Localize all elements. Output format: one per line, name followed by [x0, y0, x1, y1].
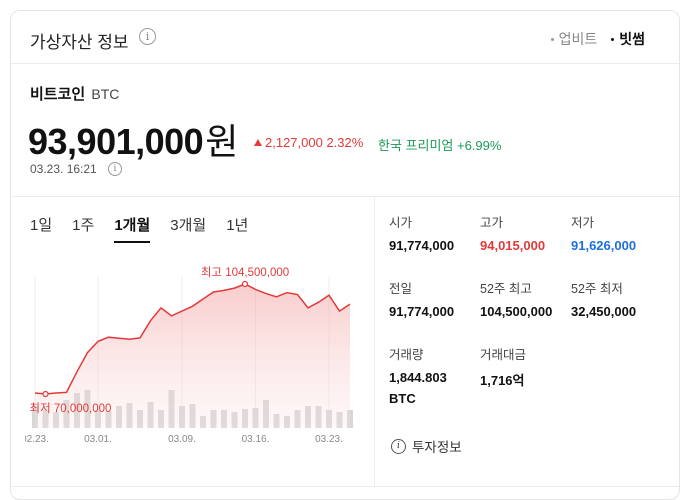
- coin-name-text: 비트코인: [30, 86, 86, 103]
- stat-low: 저가 91,626,000: [571, 212, 661, 253]
- stat-value: 32,450,000: [571, 304, 637, 319]
- tab-label: 빗썸: [619, 31, 645, 47]
- stat-prev-close: 전일 91,774,000: [389, 278, 479, 319]
- stat-label: 전일: [389, 282, 413, 296]
- stat-unit: BTC: [389, 391, 416, 406]
- price-change: 2,127,000 2.32%: [254, 135, 363, 150]
- tab-label: 업비트: [558, 31, 598, 47]
- stat-label: 저가: [571, 216, 595, 230]
- stat-value: 94,015,000: [480, 238, 546, 253]
- stat-value: 91,774,000: [389, 238, 455, 253]
- card-title: 가상자산 정보: [30, 33, 129, 52]
- stat-value: 91,774,000: [389, 304, 455, 319]
- stat-value: 1,716억: [480, 373, 525, 388]
- invest-link-label: 투자정보: [412, 440, 462, 455]
- stat-high: 고가 94,015,000: [480, 212, 570, 253]
- stat-trade-amount: 거래대금 1,716억: [480, 344, 570, 389]
- price-unit: 원: [205, 121, 238, 162]
- divider: [11, 486, 679, 487]
- x-tick-label: 03.16.: [242, 434, 270, 445]
- info-icon: i: [391, 438, 406, 454]
- bullet-icon: [550, 37, 554, 41]
- price-timestamp: 03.23. 16:21: [30, 162, 97, 176]
- divider: [11, 196, 679, 197]
- coin-symbol: BTC: [91, 86, 120, 102]
- tab-1m[interactable]: 1개월: [114, 214, 151, 243]
- tab-3m[interactable]: 3개월: [170, 217, 207, 234]
- tab-1d[interactable]: 1일: [30, 217, 53, 234]
- price-line: [34, 283, 351, 395]
- bullet-icon: [611, 37, 615, 41]
- info-icon[interactable]: i: [139, 28, 156, 45]
- period-tabs: 1일 1주 1개월 3개월 1년: [30, 214, 268, 243]
- stat-52w-high: 52주 최고 104,500,000: [480, 278, 570, 319]
- stat-label: 시가: [389, 216, 413, 230]
- price-chart[interactable]: 최고 104,500,000 최저 70,000,000 02.23. 03.01. 0…: [25, 261, 365, 456]
- stat-value: 104,500,000: [480, 304, 553, 319]
- card-header: 가상자산 정보 i 업비트 빗썸: [11, 11, 679, 64]
- stat-volume: 거래량 1,844.803 BTC: [389, 344, 479, 406]
- min-price-label: 최저 70,000,000: [30, 402, 112, 415]
- stat-label: 52주 최고: [480, 282, 532, 296]
- x-tick-label: 03.23.: [315, 434, 343, 445]
- kimchi-premium: 한국 프리미엄 +6.99%: [378, 138, 502, 153]
- current-price: 93,901,000원: [28, 113, 238, 165]
- x-tick-label: 03.09.: [168, 434, 196, 445]
- price-value: 93,901,000: [28, 121, 204, 162]
- price-area: [35, 284, 350, 428]
- min-marker: [42, 390, 49, 398]
- info-icon[interactable]: i: [108, 162, 122, 176]
- tab-1y[interactable]: 1년: [226, 217, 249, 234]
- stat-open: 시가 91,774,000: [389, 212, 479, 253]
- tab-bithumb[interactable]: 빗썸: [611, 29, 645, 49]
- stat-value: 91,626,000: [571, 238, 637, 253]
- max-marker: [241, 280, 249, 288]
- exchange-tabs: 업비트 빗썸: [550, 29, 645, 49]
- x-tick-label: 02.23.: [25, 434, 49, 445]
- stat-52w-low: 52주 최저 32,450,000: [571, 278, 661, 319]
- tab-1w[interactable]: 1주: [72, 217, 95, 234]
- stat-label: 거래량: [389, 348, 424, 362]
- crypto-info-card: 가상자산 정보 i 업비트 빗썸 비트코인 BTC 93,901,000원 2,…: [10, 10, 680, 500]
- up-triangle-icon: [254, 139, 262, 146]
- max-price-label: 최고 104,500,000: [201, 266, 289, 279]
- tab-upbit[interactable]: 업비트: [550, 29, 598, 49]
- coin-name: 비트코인 BTC: [30, 83, 119, 104]
- x-tick-label: 03.01.: [84, 434, 112, 445]
- stat-label: 52주 최저: [571, 282, 623, 296]
- investment-info-link[interactable]: i 투자정보: [391, 436, 462, 456]
- stat-label: 거래대금: [480, 348, 527, 362]
- stat-label: 고가: [480, 216, 504, 230]
- change-value: 2,127,000 2.32%: [265, 135, 364, 150]
- divider: [374, 197, 375, 487]
- stat-value: 1,844.803: [389, 370, 447, 385]
